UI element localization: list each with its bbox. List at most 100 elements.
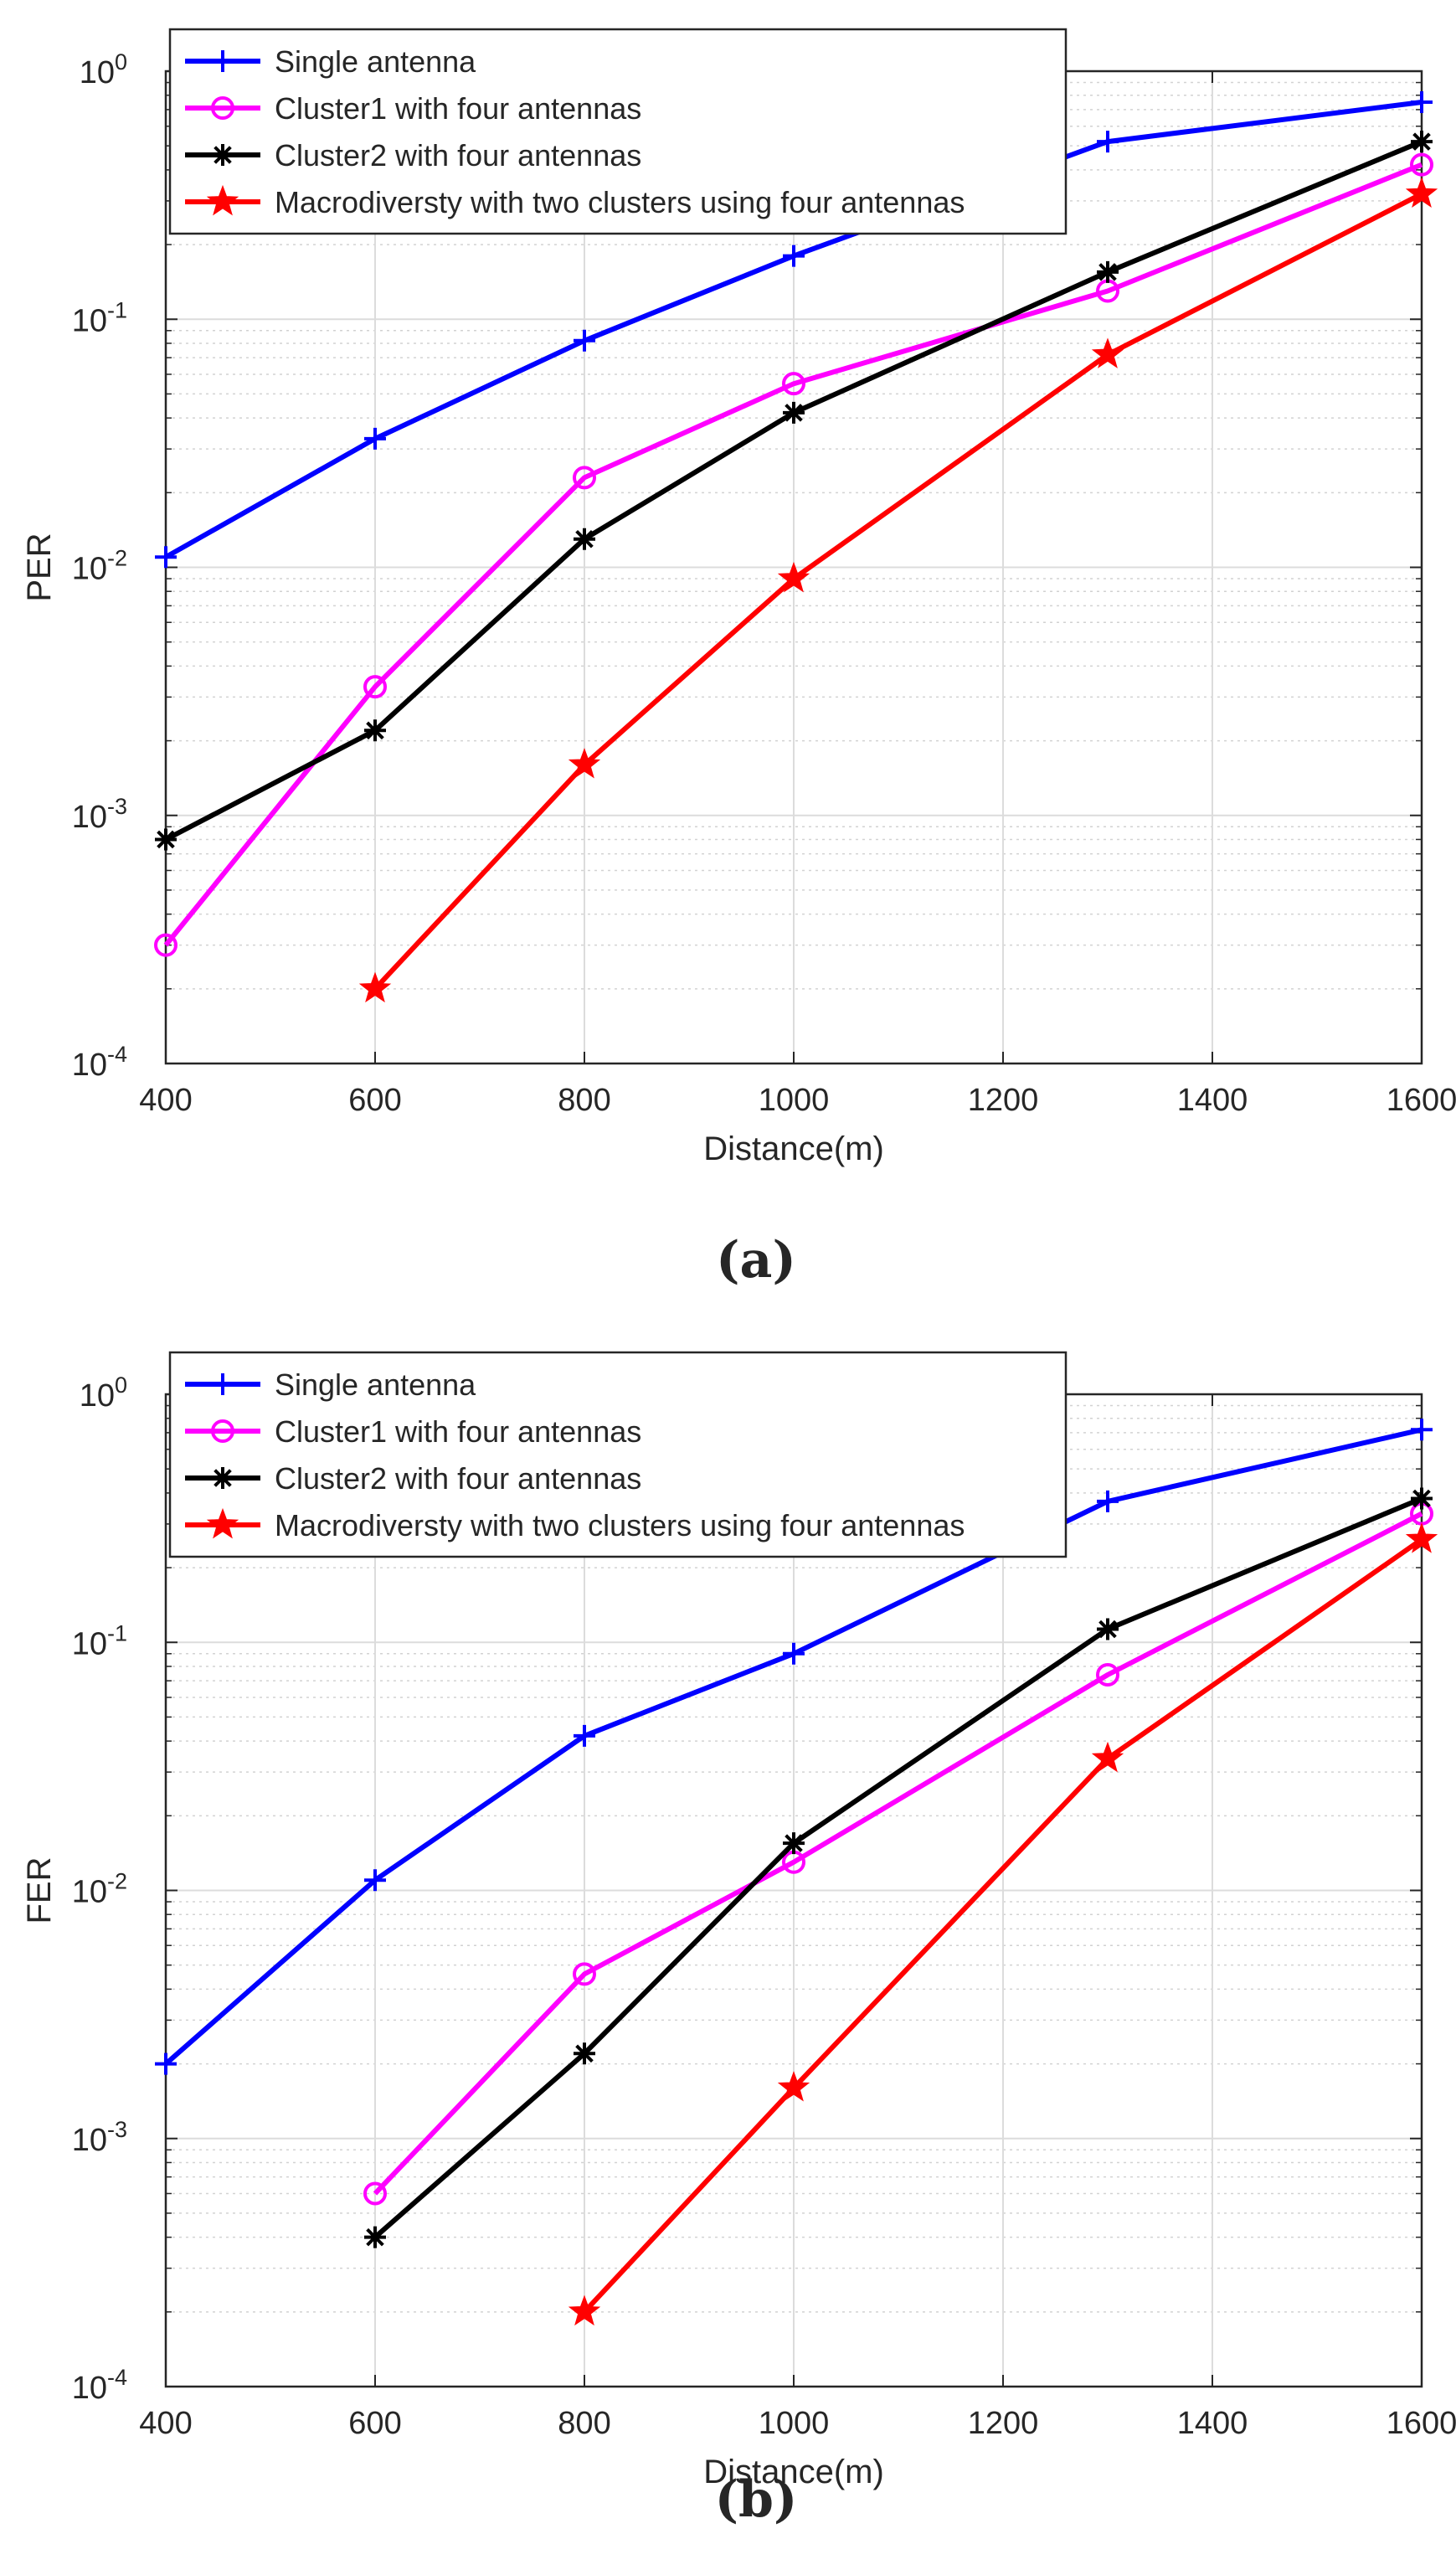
x-tick-label: 400	[139, 2406, 192, 2441]
legend-item: Cluster2 with four antennas	[185, 138, 641, 173]
x-tick-label: 600	[348, 1083, 401, 1118]
data-point	[1411, 91, 1433, 114]
series-4	[568, 1522, 1438, 2326]
y-tick-label: 10-4	[72, 2365, 127, 2406]
x-tick-label: 1400	[1177, 1083, 1248, 1118]
x-tick-label: 1000	[759, 1083, 830, 1118]
data-point	[1091, 1741, 1124, 1773]
data-point	[1097, 260, 1119, 283]
legend-label: Macrodiversty with two clusters using fo…	[275, 185, 965, 219]
data-point	[1411, 1487, 1433, 1510]
data-point	[1411, 1419, 1433, 1441]
y-tick-label: 10-2	[72, 546, 127, 587]
data-point	[783, 1832, 805, 1855]
data-point	[1405, 1522, 1438, 1553]
legend-marker	[212, 144, 234, 166]
chart-panel-a: 400 600 800 1000 1200 1400 1600 100 10-1 10-2 10-3…	[21, 28, 1456, 1290]
series-1	[155, 91, 1433, 569]
data-point	[1096, 1662, 1119, 1687]
series-3	[364, 1487, 1433, 2248]
legend-marker	[211, 1419, 234, 1443]
data-point	[574, 1724, 595, 1747]
y-tick-label: 10-1	[72, 1620, 127, 1661]
y-tick-label: 10-1	[72, 297, 127, 338]
legend-marker	[206, 1507, 239, 1539]
x-tick-label: 1200	[968, 2406, 1039, 2441]
data-point	[568, 748, 601, 779]
data-point	[573, 1962, 596, 1986]
x-tick-label: 1400	[1177, 2406, 1248, 2441]
y-tick-label: 10-3	[72, 2117, 127, 2158]
series-line	[582, 1537, 1423, 2314]
data-point	[574, 2042, 595, 2065]
y-axis-label: FER	[21, 1857, 58, 1924]
data-point	[364, 427, 386, 450]
data-point	[1097, 1618, 1119, 1640]
x-tick-label: 1000	[759, 2406, 830, 2441]
legend-item: Cluster1 with four antennas	[185, 91, 641, 126]
panel-label: (a)	[716, 1231, 796, 1290]
series-line	[164, 1427, 1423, 2066]
legend-marker	[211, 96, 234, 120]
legend: Single antenna Cluster1 with four antenna…	[168, 28, 1068, 235]
series-2	[154, 152, 1433, 957]
data-point	[1097, 1490, 1119, 1512]
x-axis-label: Distance(m)	[703, 1130, 884, 1167]
series-2	[363, 1501, 1433, 2206]
legend-item: Macrodiversty with two clusters using fo…	[185, 184, 965, 219]
x-tick-label: 1600	[1387, 2406, 1456, 2441]
legend-item: Single antenna	[185, 44, 476, 79]
x-tick-label: 400	[139, 1083, 192, 1118]
data-point	[364, 2226, 386, 2248]
x-tick-label: 800	[558, 2406, 610, 2441]
data-point	[783, 1642, 805, 1665]
data-point	[358, 971, 392, 1003]
data-point	[1405, 177, 1438, 208]
legend-label: Macrodiversty with two clusters using fo…	[275, 1508, 965, 1542]
x-tick-label: 800	[558, 1083, 610, 1118]
y-tick-label: 10-2	[72, 1869, 127, 1910]
data-point	[574, 329, 595, 352]
data-point	[155, 828, 177, 851]
x-tick-label: 1200	[968, 1083, 1039, 1118]
series-line	[373, 1511, 1423, 2196]
legend-label: Cluster2 with four antennas	[275, 138, 641, 173]
data-point	[1411, 131, 1433, 153]
legend-label: Cluster1 with four antennas	[275, 91, 641, 126]
x-axis-label: Distance(m)	[703, 2454, 884, 2490]
data-point	[363, 675, 387, 699]
y-tick-label: 100	[80, 49, 127, 90]
legend-marker	[212, 1467, 234, 1489]
legend-marker	[212, 50, 234, 72]
legend: Single antenna Cluster1 with four antenna…	[168, 1351, 1068, 1558]
y-axis-label: PER	[21, 533, 58, 601]
data-point	[364, 1869, 386, 1892]
legend-item: Cluster2 with four antennas	[185, 1461, 641, 1496]
legend-marker	[206, 184, 239, 216]
series-1	[155, 1419, 1433, 2075]
data-point	[783, 401, 805, 424]
data-point	[783, 245, 805, 267]
data-point	[1410, 152, 1433, 177]
series-line	[163, 162, 1423, 947]
data-point	[364, 719, 386, 742]
y-tick-label: 100	[80, 1372, 127, 1414]
data-point	[568, 2294, 601, 2326]
series-3	[155, 131, 1433, 851]
data-point	[154, 933, 177, 957]
legend-box	[168, 28, 1068, 235]
data-point	[1097, 131, 1119, 153]
x-tick-label: 1600	[1387, 1083, 1456, 1118]
data-point	[574, 528, 595, 550]
data-point	[777, 2071, 810, 2102]
legend-box	[168, 1351, 1068, 1558]
legend-label: Single antenna	[275, 1367, 476, 1402]
legend-item: Single antenna	[185, 1367, 476, 1402]
legend-label: Single antenna	[275, 44, 476, 79]
y-tick-label: 10-3	[72, 794, 127, 835]
data-point	[155, 2052, 177, 2075]
data-point	[573, 466, 596, 490]
x-tick-label: 600	[348, 2406, 401, 2441]
data-point	[777, 561, 810, 593]
legend-label: Cluster1 with four antennas	[275, 1414, 641, 1449]
